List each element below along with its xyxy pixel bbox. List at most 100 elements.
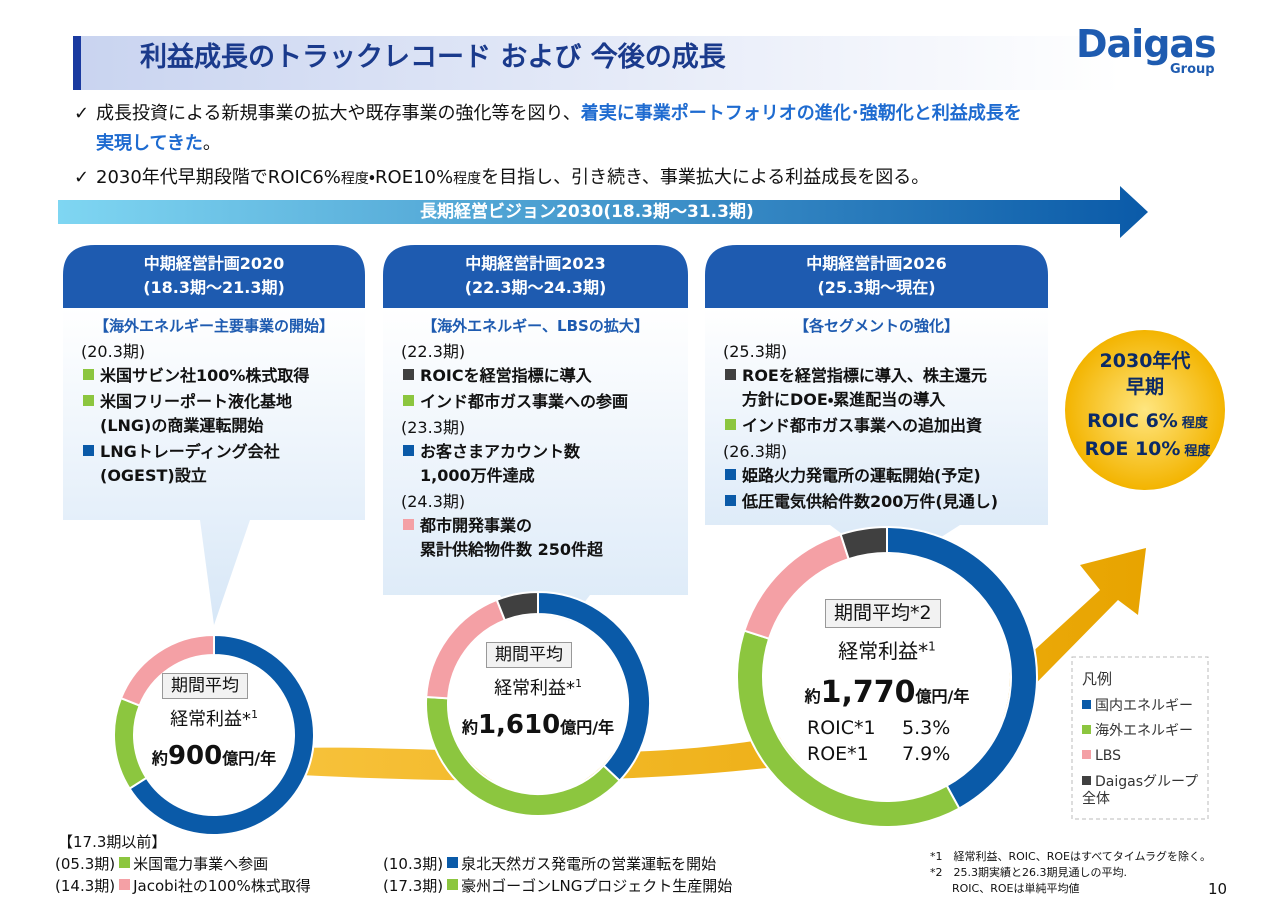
- period-box: 期間平均*2: [825, 599, 941, 628]
- history-item: (14.3期) Jacobi社の100%株式取得: [55, 877, 311, 895]
- plan-period-label: (25.3期): [723, 342, 787, 361]
- history-period: (05.3期): [55, 855, 116, 873]
- plan-item: ROEを経営指標に導入、株主還元: [725, 366, 987, 385]
- donut-label: 経常利益*1: [144, 708, 284, 731]
- legend-label: 国内エネルギー: [1095, 698, 1193, 714]
- entry-text: (OGEST)設立: [100, 466, 207, 485]
- plan-period-label: (26.3期): [723, 442, 787, 461]
- ratio-value: 5.3%: [902, 717, 951, 739]
- plan-item: インド都市ガス事業への追加出資: [725, 416, 982, 435]
- entry-text: (22.3期): [401, 342, 466, 361]
- donut-segment: [119, 633, 215, 707]
- entry-text: (LNG)の商業運転開始: [100, 416, 264, 435]
- legend-label: LBS: [1095, 748, 1122, 764]
- plan-theme: 【海外エネルギー主要事業の開始】: [93, 317, 334, 335]
- history-text: 泉北天然ガス発電所の営業運転を開始: [461, 855, 717, 873]
- plan-period-label: (23.3期): [401, 418, 465, 437]
- vision-arrow: [58, 186, 1148, 238]
- plan-item: 方針にDOE・累進配当の導入: [742, 390, 945, 409]
- entry-text: 累計供給物件数 250件超: [420, 540, 603, 559]
- amount-unit: 億円/年: [915, 687, 970, 706]
- bullet-line: 実現してきた。: [96, 133, 221, 155]
- metric-qualifier: 程度: [1181, 416, 1208, 431]
- entry-text: (23.3期): [401, 418, 466, 437]
- label-text: 経常利益*: [838, 639, 929, 663]
- plan-item: (OGEST)設立: [100, 466, 207, 485]
- amount-prefix: 約: [461, 718, 478, 737]
- plan-item: お客さまアカウント数: [403, 442, 580, 461]
- plan-header: [705, 245, 1048, 308]
- bullet-text: 。: [202, 133, 221, 154]
- bullet-text: 成長投資による新規事業の拡大や既存事業の強化等を図り、: [96, 103, 581, 124]
- legend-title: 凡例: [1082, 670, 1113, 688]
- bullet-line: 成長投資による新規事業の拡大や既存事業の強化等を図り、着実に事業ポートフォリオの…: [96, 103, 1022, 125]
- legend-item: LBS: [1082, 748, 1202, 765]
- donut-segment: [128, 633, 315, 836]
- metric-text: ROE 10%: [1084, 438, 1181, 460]
- bullet-square: [403, 445, 414, 456]
- target-metric: ROE 10% 程度: [1065, 438, 1230, 461]
- amount-value: 1,610: [477, 710, 561, 740]
- entry-text: 都市開発事業の: [420, 516, 533, 535]
- amount-unit: 億円/年: [560, 718, 615, 737]
- bullet-text: ・ROE10%: [368, 167, 454, 188]
- label-sup: 1: [928, 639, 936, 654]
- history-text: 米国電力事業へ参画: [133, 855, 269, 873]
- balloon: [383, 308, 688, 660]
- bullet-square: [119, 879, 131, 890]
- history-item: (10.3期) 泉北天然ガス発電所の営業運転を開始: [383, 855, 716, 873]
- donut-label: 経常利益*1: [468, 677, 608, 700]
- label-text: 経常利益*: [494, 678, 576, 699]
- bullet-square: [1082, 700, 1091, 709]
- legend-box: [1071, 656, 1209, 820]
- bullet-square: [83, 395, 94, 406]
- amount-value: 900: [167, 741, 223, 771]
- amount-prefix: 約: [151, 749, 168, 768]
- amount-value: 1,770: [820, 675, 916, 710]
- legend-item: 海外エネルギー: [1082, 723, 1202, 740]
- entry-text: 姫路火力発電所の運転開始(予定): [742, 466, 981, 485]
- bullet-text: 2030年代早期段階でROIC6%: [96, 167, 341, 188]
- plan-item: 米国サビン社100%株式取得: [83, 366, 309, 385]
- bullet-text: を目指し、引き続き、事業拡大による利益成長を図る。: [481, 167, 930, 188]
- entry-text: (20.3期): [81, 342, 146, 361]
- check-mark: ✓: [74, 103, 90, 124]
- bullet-square: [725, 369, 736, 380]
- plan-period: (25.3期～現在): [817, 278, 936, 297]
- target-line: 早期: [1125, 376, 1164, 398]
- entry-text: ROICを経営指標に導入: [420, 366, 592, 385]
- bullet-square: [1082, 750, 1091, 759]
- history-period: (10.3期): [383, 855, 444, 873]
- label-sup: 1: [575, 677, 582, 690]
- footnote: ROIC、ROEは単純平均値: [952, 882, 1080, 895]
- period-box: 期間平均: [486, 642, 572, 669]
- plan-header: [383, 245, 688, 308]
- title-accent: [73, 36, 81, 90]
- plan-period-label: (20.3期): [81, 342, 145, 361]
- donut-amount: 約1,770億円/年: [787, 675, 987, 711]
- check-mark: ✓: [74, 167, 90, 188]
- logo-sub: Group: [1170, 62, 1215, 77]
- bullet-square: [119, 857, 131, 868]
- title-bar: [81, 36, 1121, 90]
- period-box: 期間平均: [162, 673, 248, 700]
- bullet-square: [403, 369, 414, 380]
- entry-text: (26.3期): [723, 442, 788, 461]
- metric-qualifier: 程度: [1184, 444, 1211, 459]
- donut-segment: [839, 525, 888, 561]
- plan-item: 都市開発事業の: [403, 516, 532, 535]
- bullet-square: [403, 519, 414, 530]
- plan-title: 中期経営計画2026: [806, 254, 947, 273]
- label-sup: 1: [251, 708, 258, 721]
- plan-period-label: (24.3期): [401, 492, 465, 511]
- target-circle: [1065, 330, 1225, 490]
- bullet-square: [447, 857, 459, 868]
- ratio-name: ROIC*1: [807, 717, 876, 739]
- plan-item: 姫路火力発電所の運転開始(予定): [725, 466, 981, 485]
- history-period: (17.3期): [383, 877, 444, 895]
- page-number: 10: [1208, 880, 1228, 898]
- plan-item: 米国フリーポート液化基地: [83, 392, 292, 411]
- legend-label: Daigasグループ全体: [1082, 774, 1199, 807]
- bullet-text: 着実に事業ポートフォリオの進化･強靭化と利益成長を: [580, 103, 1022, 124]
- bullet-square: [725, 469, 736, 480]
